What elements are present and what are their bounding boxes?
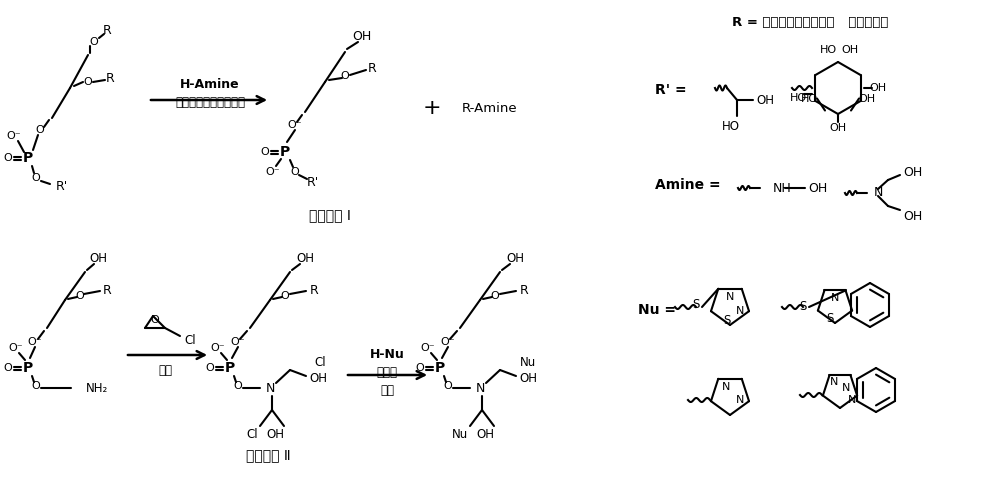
Text: O: O — [491, 291, 499, 301]
Text: N: N — [265, 382, 275, 395]
Text: O⁻: O⁻ — [288, 120, 302, 130]
Text: R' =: R' = — [655, 83, 687, 97]
Text: R: R — [106, 72, 114, 84]
Text: O⁻: O⁻ — [421, 343, 435, 353]
Text: P: P — [225, 361, 235, 375]
Text: Nu =: Nu = — [638, 303, 676, 317]
Text: OH: OH — [309, 372, 327, 384]
Text: N: N — [722, 382, 730, 392]
Text: OH: OH — [476, 428, 494, 441]
Text: S: S — [826, 312, 834, 325]
Text: O: O — [341, 71, 349, 81]
Text: OH: OH — [506, 252, 524, 264]
Text: O⁻: O⁻ — [9, 343, 23, 353]
Text: O: O — [36, 125, 44, 135]
Text: OH: OH — [89, 252, 107, 264]
Text: 质子酸，低级醇，加热: 质子酸，低级醇，加热 — [175, 96, 245, 109]
Text: N: N — [475, 382, 485, 395]
Text: N: N — [848, 395, 856, 405]
Text: NH: NH — [773, 181, 792, 194]
Text: S: S — [692, 299, 700, 312]
Text: R': R' — [307, 176, 319, 189]
Text: O: O — [84, 77, 92, 87]
Text: OH: OH — [266, 428, 284, 441]
Text: HO: HO — [722, 120, 740, 132]
Text: O: O — [206, 363, 214, 373]
Text: P: P — [280, 145, 290, 159]
Text: R: R — [103, 24, 111, 36]
Text: O⁻: O⁻ — [231, 337, 245, 347]
Text: O: O — [416, 363, 424, 373]
Text: O⁻: O⁻ — [266, 167, 280, 177]
Text: P: P — [23, 361, 33, 375]
Text: +: + — [423, 98, 441, 118]
Text: R-Amine: R-Amine — [462, 101, 518, 115]
Text: O: O — [4, 153, 12, 163]
Text: OH: OH — [841, 45, 859, 55]
Text: O: O — [234, 381, 242, 391]
Text: O: O — [261, 147, 269, 157]
Text: OH: OH — [296, 252, 314, 264]
Text: R = 油酰基，棕榈酰基，   硬脂酰基。: R = 油酰基，棕榈酰基， 硬脂酰基。 — [732, 15, 888, 28]
Text: H-Amine: H-Amine — [180, 77, 240, 91]
Text: 中间产物 Ⅱ: 中间产物 Ⅱ — [246, 448, 290, 462]
Text: OH: OH — [903, 209, 923, 223]
Text: P: P — [435, 361, 445, 375]
Text: 加热: 加热 — [380, 384, 394, 396]
Text: Amine =: Amine = — [655, 178, 721, 192]
Text: S: S — [723, 313, 731, 326]
Text: N: N — [736, 395, 744, 405]
Text: O: O — [4, 363, 12, 373]
Text: O: O — [32, 173, 40, 183]
Text: OH: OH — [869, 83, 887, 93]
Text: S: S — [799, 300, 807, 313]
Text: OH: OH — [352, 29, 372, 43]
Text: R: R — [368, 61, 376, 74]
Text: N: N — [830, 377, 838, 387]
Text: 加热: 加热 — [158, 363, 172, 376]
Text: N: N — [874, 185, 883, 199]
Text: O: O — [90, 37, 98, 47]
Text: P: P — [23, 151, 33, 165]
Text: N: N — [726, 292, 734, 302]
Text: Cl: Cl — [184, 334, 196, 347]
Text: OH: OH — [858, 94, 876, 104]
Text: Cl: Cl — [314, 357, 326, 370]
Text: O: O — [32, 381, 40, 391]
Text: R: R — [520, 284, 528, 297]
Text: Nu: Nu — [452, 428, 468, 441]
Text: R': R' — [56, 180, 68, 192]
Text: N: N — [831, 293, 839, 303]
Text: HO: HO — [819, 45, 837, 55]
Text: O⁻: O⁻ — [28, 337, 42, 347]
Text: OH: OH — [829, 123, 847, 133]
Text: NH₂: NH₂ — [86, 382, 108, 395]
Text: O: O — [151, 315, 159, 325]
Text: O: O — [444, 381, 452, 391]
Text: Nu: Nu — [520, 357, 536, 370]
Text: O⁻: O⁻ — [441, 337, 455, 347]
Text: N: N — [736, 306, 744, 316]
Text: N: N — [842, 383, 850, 393]
Text: 中间产物 Ⅰ: 中间产物 Ⅰ — [309, 208, 351, 222]
Text: OH: OH — [808, 181, 828, 194]
Text: R: R — [310, 284, 318, 297]
Text: O⁻: O⁻ — [7, 131, 21, 141]
Text: OH: OH — [519, 372, 537, 384]
Text: HO: HO — [800, 94, 818, 104]
Text: O: O — [291, 167, 299, 177]
Text: OH: OH — [903, 166, 923, 179]
Text: R: R — [103, 284, 111, 297]
Text: H-Nu: H-Nu — [370, 348, 404, 361]
Text: HO: HO — [789, 93, 807, 103]
Text: OH: OH — [756, 94, 774, 107]
Text: O: O — [281, 291, 289, 301]
Text: Cl: Cl — [246, 428, 258, 441]
Text: O⁻: O⁻ — [211, 343, 225, 353]
Text: 缚酸剂: 缚酸剂 — [376, 365, 398, 379]
Text: O: O — [76, 291, 84, 301]
